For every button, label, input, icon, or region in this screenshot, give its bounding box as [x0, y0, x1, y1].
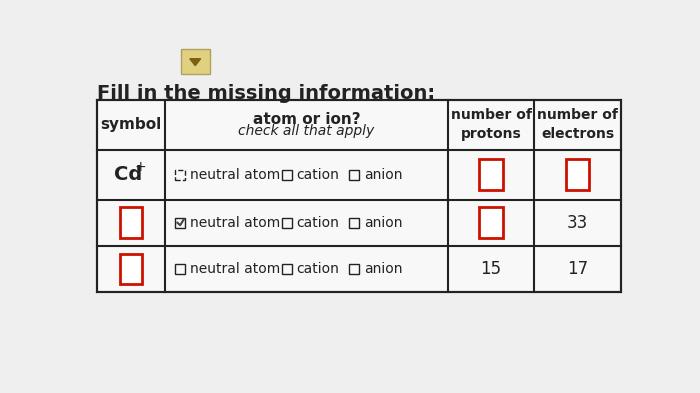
Polygon shape	[190, 59, 201, 66]
Bar	[97, 99, 621, 292]
Bar	[349, 170, 360, 180]
Bar	[480, 159, 503, 190]
Bar	[281, 170, 292, 180]
Bar	[176, 264, 186, 274]
Bar	[281, 218, 292, 228]
Text: Fill in the missing information:: Fill in the missing information:	[97, 84, 435, 103]
Text: 17: 17	[567, 260, 588, 278]
Text: anion: anion	[364, 216, 402, 230]
Text: check all that apply: check all that apply	[238, 124, 374, 138]
Text: +: +	[134, 160, 146, 174]
Bar	[176, 170, 186, 180]
Bar	[97, 99, 621, 292]
Text: 15: 15	[480, 260, 502, 278]
Bar	[349, 218, 360, 228]
Bar	[176, 218, 186, 228]
Text: cation: cation	[296, 167, 339, 182]
Bar	[349, 264, 360, 274]
Bar	[566, 159, 589, 190]
Text: atom or ion?: atom or ion?	[253, 112, 360, 127]
Text: anion: anion	[364, 167, 402, 182]
Text: anion: anion	[364, 262, 402, 276]
Bar	[120, 253, 141, 284]
Text: 33: 33	[567, 214, 588, 232]
Text: neutral atom: neutral atom	[190, 262, 280, 276]
Text: Cd: Cd	[113, 165, 142, 184]
Bar	[120, 208, 141, 238]
Bar	[181, 50, 210, 74]
Text: neutral atom: neutral atom	[190, 167, 280, 182]
Text: cation: cation	[296, 262, 339, 276]
Bar	[480, 208, 503, 238]
Text: neutral atom: neutral atom	[190, 216, 280, 230]
Text: cation: cation	[296, 216, 339, 230]
Text: number of
electrons: number of electrons	[537, 108, 618, 141]
Bar	[281, 264, 292, 274]
Text: number of
protons: number of protons	[451, 108, 531, 141]
Text: symbol: symbol	[100, 117, 162, 132]
